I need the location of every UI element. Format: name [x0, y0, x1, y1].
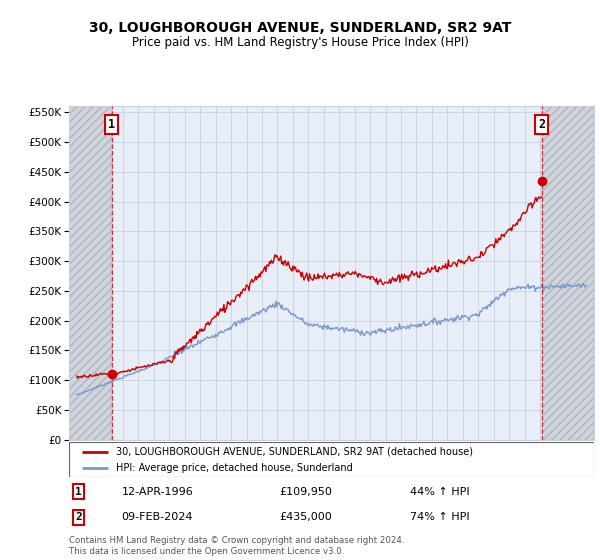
- Text: £435,000: £435,000: [279, 512, 332, 522]
- Text: £109,950: £109,950: [279, 487, 332, 497]
- Text: 12-APR-1996: 12-APR-1996: [121, 487, 193, 497]
- Text: 1: 1: [75, 487, 82, 497]
- Text: 74% ↑ HPI: 74% ↑ HPI: [410, 512, 470, 522]
- Text: Contains HM Land Registry data © Crown copyright and database right 2024.
This d: Contains HM Land Registry data © Crown c…: [69, 536, 404, 556]
- Text: 2: 2: [538, 118, 545, 131]
- Text: 2: 2: [75, 512, 82, 522]
- Text: Price paid vs. HM Land Registry's House Price Index (HPI): Price paid vs. HM Land Registry's House …: [131, 36, 469, 49]
- Text: 44% ↑ HPI: 44% ↑ HPI: [410, 487, 470, 497]
- Text: 30, LOUGHBOROUGH AVENUE, SUNDERLAND, SR2 9AT: 30, LOUGHBOROUGH AVENUE, SUNDERLAND, SR2…: [89, 21, 511, 35]
- FancyBboxPatch shape: [69, 442, 594, 477]
- Text: 30, LOUGHBOROUGH AVENUE, SUNDERLAND, SR2 9AT (detached house): 30, LOUGHBOROUGH AVENUE, SUNDERLAND, SR2…: [116, 447, 473, 457]
- Text: 09-FEB-2024: 09-FEB-2024: [121, 512, 193, 522]
- Bar: [69, 106, 112, 440]
- Bar: [542, 106, 594, 440]
- Text: 1: 1: [109, 118, 115, 131]
- Text: HPI: Average price, detached house, Sunderland: HPI: Average price, detached house, Sund…: [116, 463, 353, 473]
